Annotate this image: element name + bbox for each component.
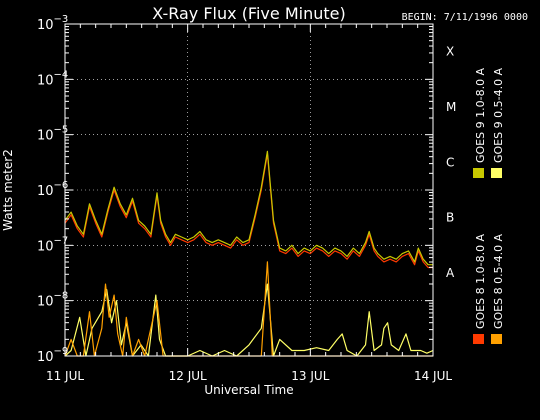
x-tick-label: 13 JUL (291, 369, 329, 383)
y-tick-label: 10−4 (37, 69, 68, 88)
y-tick-label: 10−7 (37, 235, 68, 254)
legend-swatch (491, 334, 502, 344)
legend-label: GOES 9 0.5-4.0 A (492, 67, 505, 163)
legend-swatch (473, 334, 484, 344)
flare-class-labels: A B C M X (446, 45, 456, 280)
legend-swatch (473, 168, 484, 178)
y-tick-label: 10−6 (37, 180, 68, 199)
y-axis-label: Watts meter2 (1, 149, 15, 231)
series-line (64, 150, 433, 266)
legend-label: GOES 8 1.0-8.0 A (474, 233, 487, 329)
series-line (64, 283, 434, 357)
flare-class-label: A (446, 266, 455, 280)
series-line (64, 153, 433, 269)
flare-class-label: X (446, 45, 454, 59)
y-tick-label: 10−8 (37, 291, 68, 310)
chart-title: X-Ray Flux (Five Minute) (152, 4, 345, 23)
axis-ticks (64, 23, 434, 357)
y-tick-labels: 10−9 10−8 10−7 10−6 10−5 10−4 10−3 (37, 14, 68, 365)
legend-label: GOES 8 0.5-4.0 A (492, 233, 505, 329)
y-tick-label: 10−3 (37, 14, 68, 33)
begin-label: BEGIN: 7/11/1996 0000 (402, 12, 528, 23)
x-tick-label: 14 JUL (414, 369, 452, 383)
y-tick-label: 10−9 (37, 346, 68, 365)
flare-class-label: B (446, 211, 454, 225)
legend-label: GOES 9 1.0-8.0 A (474, 67, 487, 163)
legend-swatch (491, 168, 502, 178)
x-tick-labels: 11 JUL 12 JUL 13 JUL 14 JUL (46, 369, 452, 383)
grid-lines (65, 24, 433, 356)
x-tick-label: 11 JUL (46, 369, 84, 383)
legend: GOES 8 1.0-8.0 A GOES 9 1.0-8.0 A GOES 8 0… (473, 67, 505, 344)
flare-class-label: M (446, 100, 456, 114)
x-axis-label: Universal Time (204, 383, 293, 397)
y-tick-label: 10−5 (37, 125, 68, 144)
x-tick-label: 12 JUL (169, 369, 207, 383)
flare-class-label: C (446, 155, 454, 169)
